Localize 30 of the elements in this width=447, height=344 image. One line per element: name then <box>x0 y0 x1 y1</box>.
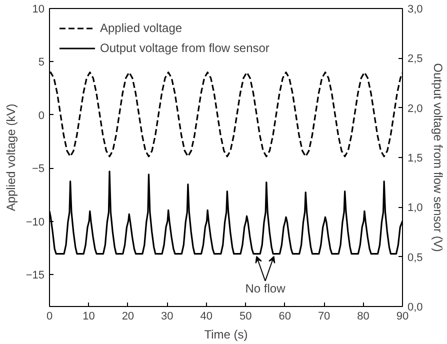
y-tick-label: 10 <box>32 4 45 16</box>
y2-tick-label: 0,5 <box>408 252 423 264</box>
legend-label: Output voltage from flow sensor <box>100 41 270 55</box>
y2-tick-label: 3,0 <box>408 4 423 16</box>
x-tick-label: 50 <box>239 310 252 322</box>
x-tick-label: 10 <box>82 310 95 322</box>
y-tick-label: −5 <box>32 163 45 176</box>
x-tick-label: 40 <box>200 310 213 322</box>
y2-tick-label: 2,5 <box>408 53 423 66</box>
legend-label: Applied voltage <box>100 21 182 35</box>
line-series <box>50 72 402 158</box>
y-tick-label: 0 <box>38 110 45 122</box>
y2-axis-title: Output voltage from flow sensor (V) <box>430 63 445 252</box>
x-tick-label: 0 <box>46 310 53 322</box>
annotation: No flow <box>245 281 286 296</box>
y-tick-label: 5 <box>38 56 45 69</box>
y2-tick-label: 0,0 <box>408 302 423 314</box>
x-tick-label: 60 <box>278 310 291 322</box>
y2-tick-label: 2,0 <box>408 102 423 115</box>
y-tick-label: −10 <box>26 216 45 228</box>
x-axis-title: Time (s) <box>204 328 248 342</box>
x-tick-label: 20 <box>122 310 134 322</box>
y2-tick-label: 1,0 <box>408 202 423 214</box>
x-tick-label: 30 <box>161 310 174 322</box>
x-tick-label: 70 <box>318 310 330 322</box>
x-tick-label: 90 <box>396 310 409 322</box>
y2-tick-label: 1,5 <box>408 152 423 164</box>
x-tick-label: 80 <box>357 310 370 322</box>
y-axis-title: Applied voltage (kV) <box>4 104 18 212</box>
y-tick-label: −15 <box>26 270 45 282</box>
